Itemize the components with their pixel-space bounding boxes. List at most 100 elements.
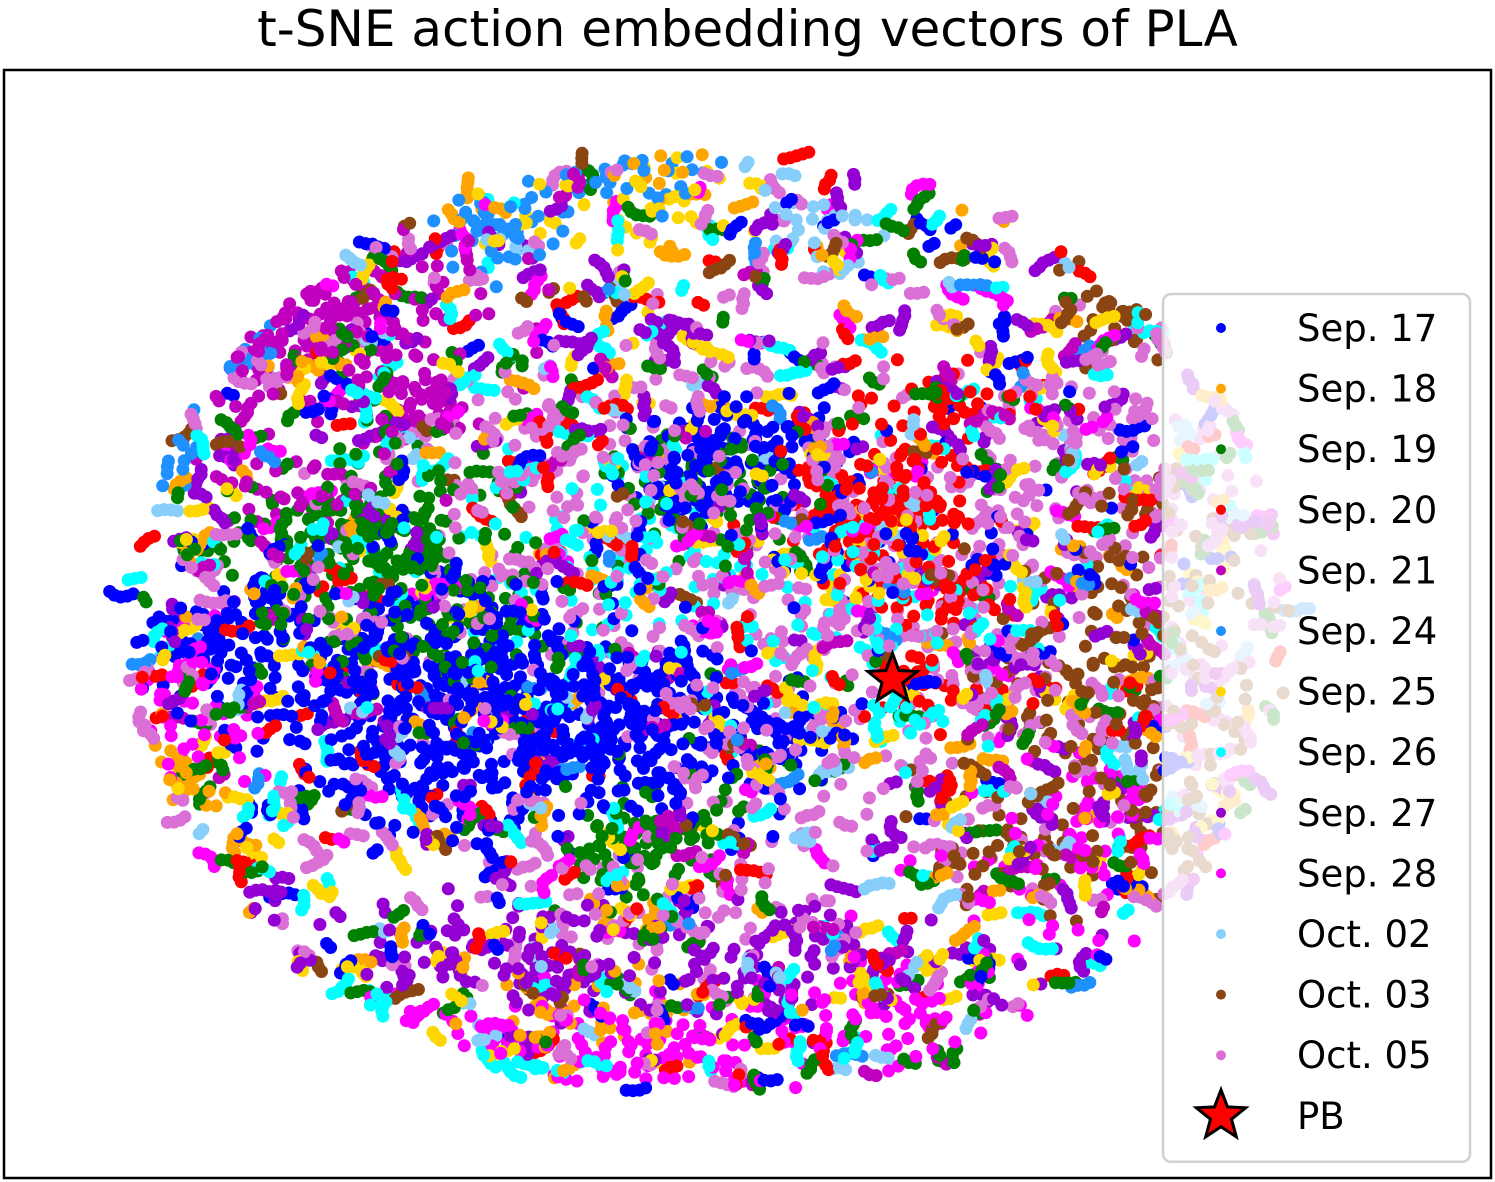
scatter-point (469, 308, 483, 322)
scatter-point (1082, 386, 1096, 400)
scatter-point (738, 1038, 752, 1052)
scatter-point (639, 1072, 653, 1086)
scatter-point (577, 1022, 591, 1036)
scatter-point (626, 1084, 640, 1098)
scatter-point (591, 373, 604, 387)
scatter-point (907, 840, 921, 854)
scatter-point (481, 383, 494, 397)
scatter-point (768, 527, 782, 541)
scatter-point (260, 632, 274, 646)
scatter-point (993, 883, 1007, 897)
scatter-point (1077, 329, 1091, 343)
scatter-point (958, 405, 972, 419)
scatter-point (427, 214, 441, 228)
scatter-point (196, 823, 210, 836)
scatter-point (474, 890, 488, 904)
scatter-point (654, 149, 668, 163)
scatter-point (802, 145, 816, 159)
scatter-point (294, 600, 308, 614)
scatter-point (250, 744, 264, 758)
scatter-point (860, 807, 874, 821)
scatter-point (347, 929, 361, 943)
scatter-point (220, 386, 234, 400)
scatter-point (903, 854, 917, 868)
scatter-point (276, 631, 290, 644)
points-layer (103, 145, 1316, 1098)
scatter-point (451, 1027, 465, 1040)
scatter-point (925, 653, 939, 667)
scatter-point (886, 728, 900, 742)
scatter-point (758, 555, 772, 569)
scatter-point (850, 442, 864, 456)
scatter-point (171, 504, 184, 518)
scatter-point (627, 950, 641, 964)
scatter-point (538, 783, 552, 797)
scatter-point (250, 457, 264, 471)
scatter-point (439, 493, 453, 507)
scatter-point (774, 905, 788, 919)
scatter-point (876, 782, 890, 796)
scatter-point (649, 372, 663, 386)
scatter-point (766, 399, 779, 413)
scatter-point (291, 680, 305, 694)
scatter-point (889, 1039, 903, 1053)
scatter-point (667, 1071, 681, 1085)
scatter-point (795, 1003, 809, 1017)
scatter-point (741, 155, 755, 169)
scatter-point (488, 956, 501, 970)
scatter-point (955, 203, 969, 217)
scatter-point (634, 380, 648, 394)
scatter-point (316, 853, 330, 867)
scatter-point (785, 440, 799, 454)
scatter-point (267, 832, 281, 846)
scatter-point (719, 1064, 733, 1078)
scatter-point (248, 631, 262, 645)
scatter-point (639, 1081, 653, 1095)
scatter-point (470, 837, 484, 851)
scatter-point (590, 482, 604, 496)
scatter-point (1064, 860, 1078, 874)
scatter-point (229, 399, 243, 413)
scatter-point (814, 361, 828, 375)
scatter-point (953, 494, 967, 508)
scatter-point (834, 777, 848, 791)
scatter-point (703, 963, 717, 977)
scatter-point (594, 498, 608, 512)
scatter-point (1052, 630, 1066, 643)
scatter-point (186, 696, 199, 710)
scatter-point (458, 839, 471, 852)
scatter-point (570, 887, 584, 901)
scatter-point (633, 741, 647, 755)
scatter-point (877, 360, 891, 374)
scatter-point (819, 1009, 833, 1022)
scatter-point (225, 568, 239, 582)
scatter-point (268, 671, 282, 684)
scatter-point (826, 961, 840, 975)
scatter-point (571, 320, 585, 334)
scatter-point (853, 640, 867, 654)
scatter-point (199, 490, 213, 504)
scatter-point (669, 562, 683, 576)
scatter-point (920, 608, 934, 622)
scatter-point (966, 846, 980, 860)
scatter-point (778, 706, 792, 719)
scatter-point (1042, 927, 1056, 941)
scatter-point (547, 338, 561, 352)
scatter-point (672, 862, 685, 876)
scatter-point (1127, 335, 1141, 349)
scatter-point (1130, 568, 1144, 582)
scatter-point (973, 539, 987, 553)
scatter-point (585, 623, 599, 637)
scatter-point (1111, 844, 1125, 858)
chart-title: t-SNE action embedding vectors of PLA (257, 0, 1238, 58)
scatter-point (1091, 560, 1105, 573)
scatter-point (350, 828, 364, 841)
scatter-point (936, 714, 950, 728)
scatter-point (209, 799, 223, 813)
scatter-point (475, 771, 489, 785)
scatter-point (283, 733, 297, 747)
scatter-point (570, 1074, 584, 1088)
scatter-point (1072, 255, 1086, 269)
scatter-point (251, 710, 265, 724)
